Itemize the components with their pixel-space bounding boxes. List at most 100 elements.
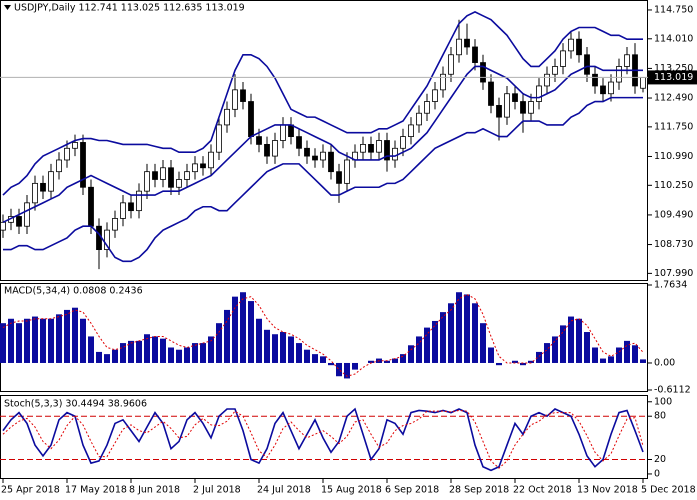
candle-body bbox=[48, 171, 54, 192]
plot-layer bbox=[0, 11, 648, 472]
candle-body bbox=[128, 202, 134, 212]
candle-body bbox=[216, 124, 222, 153]
candle-body bbox=[224, 108, 230, 126]
y-tick-label: 20 bbox=[654, 454, 666, 465]
macd-bar bbox=[640, 359, 646, 363]
y-tick-label: 107.990 bbox=[654, 268, 693, 279]
candle-body bbox=[120, 202, 126, 219]
candle-body bbox=[376, 140, 382, 153]
x-tick-label: 5 Dec 2018 bbox=[641, 485, 696, 496]
candle-body bbox=[248, 101, 254, 138]
candle-body bbox=[232, 89, 238, 110]
candle-body bbox=[312, 155, 318, 161]
candle-body bbox=[592, 73, 598, 87]
candle-body bbox=[40, 182, 46, 192]
macd-bar bbox=[600, 358, 606, 363]
macd-bar bbox=[56, 314, 62, 363]
macd-bar bbox=[384, 360, 390, 363]
candle-body bbox=[440, 73, 446, 91]
macd-bar bbox=[224, 309, 230, 363]
y-tick-label: 0.00 bbox=[654, 357, 675, 368]
candle-body bbox=[208, 151, 214, 169]
candle-body bbox=[408, 124, 414, 138]
macd-bar bbox=[440, 312, 446, 363]
macd-bar bbox=[120, 343, 126, 363]
candle-body bbox=[504, 93, 510, 118]
macd-bar bbox=[432, 320, 438, 363]
candle-body bbox=[400, 136, 406, 149]
macd-bar bbox=[368, 360, 374, 363]
band-middle bbox=[2, 65, 643, 224]
macd-bar bbox=[104, 354, 110, 363]
candle-body bbox=[520, 101, 526, 114]
x-tick-label: 15 Aug 2018 bbox=[321, 485, 382, 496]
macd-bar bbox=[24, 318, 30, 363]
candle-body bbox=[616, 66, 622, 83]
candle-body bbox=[280, 124, 286, 141]
candle-body bbox=[480, 62, 486, 83]
macd-bar bbox=[160, 338, 166, 363]
candle-body bbox=[424, 101, 430, 114]
macd-bar bbox=[496, 362, 502, 366]
macd-bar bbox=[536, 351, 542, 363]
y-tick-label: 114.010 bbox=[654, 33, 693, 44]
last-price-box bbox=[648, 70, 697, 85]
candle-body bbox=[488, 81, 494, 106]
macd-bar bbox=[632, 345, 638, 363]
candle-body bbox=[0, 221, 6, 231]
candle-body bbox=[272, 140, 278, 157]
macd-bar bbox=[592, 347, 598, 363]
stoch-main bbox=[2, 407, 644, 472]
candle-body bbox=[336, 171, 342, 184]
y-tick-label: 100 bbox=[654, 396, 672, 407]
macd-bar bbox=[288, 336, 294, 363]
y-tick-label: -0.6112 bbox=[654, 385, 691, 396]
macd-bar bbox=[184, 347, 190, 363]
candle-body bbox=[80, 142, 86, 188]
macd-bar bbox=[560, 325, 566, 363]
candle-body bbox=[32, 182, 38, 204]
macd-bar bbox=[344, 362, 350, 379]
candle-body bbox=[456, 38, 462, 56]
candle-body bbox=[568, 38, 574, 52]
macd-bar bbox=[424, 327, 430, 363]
candle-body bbox=[640, 77, 646, 89]
candle-body bbox=[584, 54, 590, 75]
macd-bar bbox=[176, 349, 182, 363]
macd-bar bbox=[216, 323, 222, 363]
macd-bar bbox=[272, 334, 278, 363]
macd-bar bbox=[208, 336, 214, 363]
y-tick-label: 80 bbox=[654, 411, 666, 422]
macd-bar bbox=[144, 334, 150, 363]
macd-bar bbox=[128, 340, 134, 363]
macd-bar bbox=[192, 343, 198, 363]
candle-body bbox=[512, 93, 518, 102]
macd-bar bbox=[152, 336, 158, 363]
band-upper bbox=[2, 11, 643, 196]
candle-body bbox=[624, 54, 630, 67]
x-tick-label: 13 Nov 2018 bbox=[577, 485, 638, 496]
candle-body bbox=[72, 142, 78, 149]
macd-bar bbox=[608, 356, 614, 363]
candle-body bbox=[160, 167, 166, 180]
y-tick-label: 0 bbox=[654, 468, 660, 479]
macd-bar bbox=[304, 349, 310, 363]
y-tick-label: 1.7634 bbox=[654, 280, 687, 291]
macd-bar bbox=[584, 332, 590, 363]
macd-bar bbox=[472, 303, 478, 363]
macd-bar bbox=[280, 332, 286, 363]
macd-bar bbox=[72, 307, 78, 363]
candle-body bbox=[56, 159, 62, 173]
macd-bar bbox=[0, 323, 6, 363]
stoch-frame bbox=[0, 395, 648, 479]
x-tick-label: 25 Apr 2018 bbox=[1, 485, 60, 496]
y-tick-label: 108.730 bbox=[654, 239, 693, 250]
candle-body bbox=[136, 190, 142, 212]
candle-body bbox=[320, 151, 326, 161]
candle-body bbox=[536, 85, 542, 102]
macd-bar bbox=[528, 360, 534, 363]
main-frame bbox=[0, 0, 648, 281]
macd-bar bbox=[416, 336, 422, 363]
macd-bar bbox=[320, 356, 326, 363]
macd-bar bbox=[352, 362, 358, 370]
